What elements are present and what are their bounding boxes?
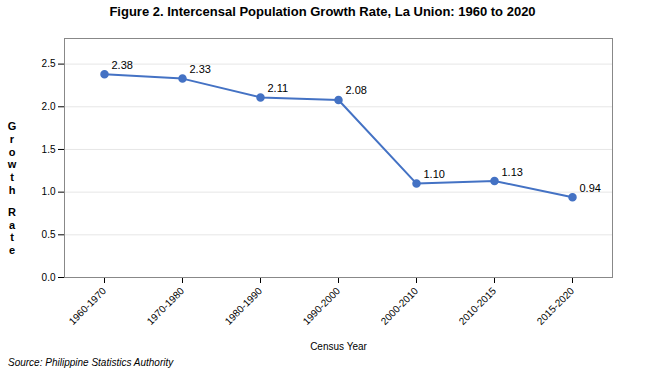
html-text:o: o xyxy=(8,145,16,158)
svg-text:2.0: 2.0 xyxy=(42,101,56,112)
svg-text:2.11: 2.11 xyxy=(268,82,289,94)
svg-text:1970-1980: 1970-1980 xyxy=(145,285,187,327)
svg-text:0.0: 0.0 xyxy=(42,272,56,283)
svg-text:0.94: 0.94 xyxy=(580,182,601,194)
html-text:w: w xyxy=(7,158,17,171)
svg-text:1.0: 1.0 xyxy=(42,186,56,197)
svg-text:1980-1990: 1980-1990 xyxy=(223,285,265,327)
html-text:t: t xyxy=(10,231,14,244)
html-text:G: G xyxy=(7,120,17,133)
svg-text:Census Year: Census Year xyxy=(310,341,367,352)
svg-text:1960-1970: 1960-1970 xyxy=(67,285,109,327)
html-text:t: t xyxy=(10,170,14,183)
svg-text:2.33: 2.33 xyxy=(190,63,211,75)
html-text:r: r xyxy=(9,132,15,145)
html-text:a: a xyxy=(8,218,16,231)
svg-text:2010-2015: 2010-2015 xyxy=(457,285,499,327)
svg-text:1.5: 1.5 xyxy=(42,144,56,155)
svg-text:1.13: 1.13 xyxy=(502,166,523,178)
svg-text:2.38: 2.38 xyxy=(112,59,133,71)
svg-text:0.5: 0.5 xyxy=(42,229,56,240)
svg-text:2.08: 2.08 xyxy=(346,84,367,96)
svg-text:1.10: 1.10 xyxy=(424,168,445,180)
svg-text:2015-2020: 2015-2020 xyxy=(535,285,577,327)
html-text:e: e xyxy=(8,244,16,257)
svg-text:2000-2010: 2000-2010 xyxy=(379,285,421,327)
html-text:h: h xyxy=(8,183,16,196)
html-text:Source: Philippine Statistics: Source: Philippine Statistics Authority xyxy=(8,357,174,368)
svg-text:2.5: 2.5 xyxy=(42,58,56,69)
html-text:Figure 2. Intercensal Populati: Figure 2. Intercensal Population Growth … xyxy=(109,4,536,19)
html-text:R: R xyxy=(8,206,16,219)
svg-text:1990-2000: 1990-2000 xyxy=(301,285,343,327)
